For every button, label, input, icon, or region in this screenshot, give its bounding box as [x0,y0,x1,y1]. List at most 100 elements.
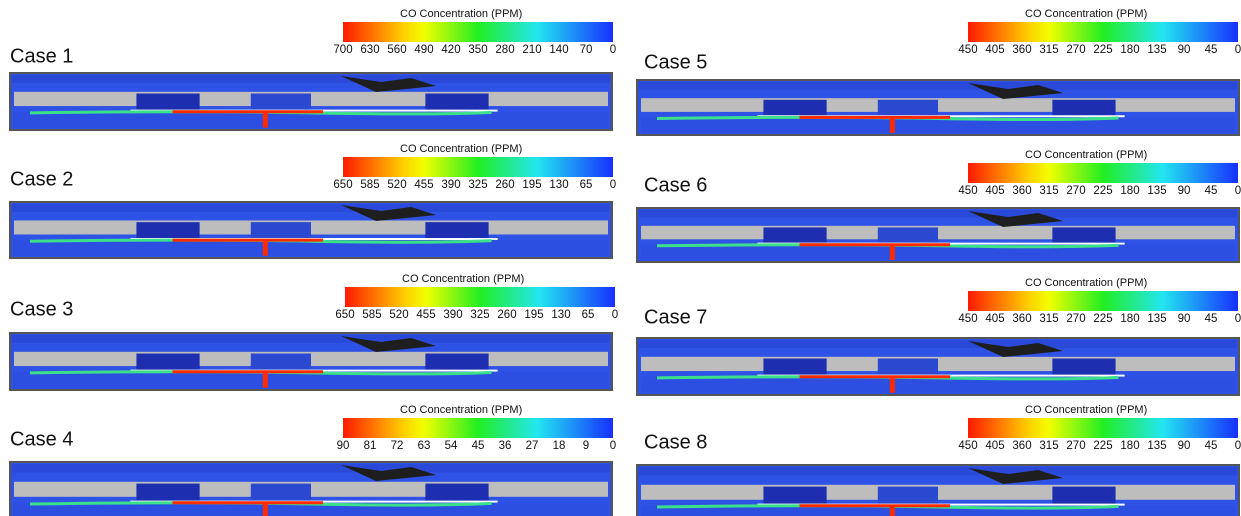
opening [878,487,938,505]
colorbar-tick: 54 [445,440,458,452]
colorbar-tick: 180 [1120,440,1139,452]
colorbar-tick: 195 [524,309,543,321]
colorbar-tick: 72 [391,440,404,452]
case-panel: Case 3 CO Concentration (PPM) 650 585 520 455… [10,273,618,390]
colorbar [343,418,613,438]
colorbar-tick: 490 [414,44,433,56]
colorbar-tick: 90 [337,440,350,452]
colorbar-tick: 585 [360,179,379,191]
fire-column [263,372,268,388]
opening [251,484,311,502]
colorbar-tick: 405 [985,440,1004,452]
colorbar-tick: 350 [468,44,487,56]
colorbar-tick: 270 [1066,313,1085,325]
fire-column [890,245,895,260]
colorbar-tick: 210 [522,44,541,56]
colorbar-tick: 180 [1120,185,1139,197]
opening [425,222,488,239]
colorbar-tick: 0 [610,179,616,191]
colorbar-tick: 18 [553,440,566,452]
colorbar-title: CO Concentration (PPM) [402,273,524,285]
opening [763,227,826,243]
colorbar-tick: 90 [1178,313,1191,325]
colorbar-tick: 450 [958,440,977,452]
colorbar-tick: 36 [499,440,512,452]
case-label: Case 5 [644,51,707,73]
colorbar-tick: 630 [360,44,379,56]
ceiling [639,340,1237,348]
colorbar-tick: 140 [549,44,568,56]
colorbar-tick: 195 [522,179,541,191]
case-panel: Case 5CO Concentration (PPM)450405360315… [637,8,1241,135]
fire-column [263,112,268,128]
opening [763,359,826,376]
ceiling [12,75,610,83]
colorbar-tick: 130 [551,309,570,321]
colorbar [343,157,613,177]
colorbar-tick: 45 [1205,44,1218,56]
colorbar-tick: 0 [610,44,616,56]
colorbar-tick: 45 [1205,313,1218,325]
case-label: Case 3 [10,298,73,320]
colorbar-tick: 45 [1205,440,1218,452]
opening [136,222,199,239]
colorbar-tick: 81 [364,440,377,452]
colorbar-tick: 90 [1178,440,1191,452]
opening [251,94,311,111]
colorbar-tick: 405 [985,44,1004,56]
colorbar-tick: 0 [612,309,618,321]
colorbar-tick: 135 [1147,44,1166,56]
case-label: Case 8 [644,431,707,453]
colorbar-tick: 450 [958,185,977,197]
colorbar-tick: 520 [387,179,406,191]
fire-column [890,117,895,132]
colorbar-tick: 650 [333,179,352,191]
colorbar-tick: 520 [389,309,408,321]
colorbar-tick: 27 [526,440,539,452]
colorbar [343,22,613,42]
colorbar-tick: 70 [580,44,593,56]
colorbar-tick: 45 [1205,185,1218,197]
colorbar-tick: 390 [443,309,462,321]
colorbar-tick: 135 [1147,313,1166,325]
colorbar-tick: 280 [495,44,514,56]
case-panel: Case 2CO Concentration (PPM)650585520455… [10,143,616,258]
colorbar-tick: 0 [1235,313,1241,325]
colorbar [968,291,1238,311]
case-panel: Case 7CO Concentration (PPM)450405360315… [637,277,1241,395]
colorbar-tick: 225 [1093,313,1112,325]
colorbar-tick: 700 [333,44,352,56]
opening [425,354,488,371]
colorbar-tick: 560 [387,44,406,56]
colorbar-tick: 455 [414,179,433,191]
colorbar-tick: 360 [1012,440,1031,452]
colorbar-tick: 455 [416,309,435,321]
case-label: Case 2 [10,168,73,190]
opening [763,100,826,117]
colorbar-tick: 45 [472,440,485,452]
opening [136,354,199,371]
case-label: Case 4 [10,428,73,450]
colorbar-tick: 360 [1012,313,1031,325]
colorbar-tick: 405 [985,185,1004,197]
colorbar-tick: 225 [1093,185,1112,197]
fire-column [890,377,895,393]
colorbar-tick: 90 [1178,185,1191,197]
opening [1052,487,1115,505]
colorbar-tick: 260 [497,309,516,321]
colorbar-tick: 315 [1039,313,1058,325]
colorbar-tick: 0 [610,440,616,452]
case-label: Case 6 [644,174,707,196]
colorbar-tick: 315 [1039,185,1058,197]
opening [425,484,488,502]
opening [136,94,199,111]
ceiling [639,82,1237,90]
colorbar-tick: 225 [1093,44,1112,56]
colorbar-title: CO Concentration (PPM) [1025,149,1147,161]
ceiling [12,335,610,343]
opening [878,359,938,376]
colorbar-tick: 585 [362,309,381,321]
colorbar-tick: 360 [1012,185,1031,197]
colorbar-tick: 650 [335,309,354,321]
